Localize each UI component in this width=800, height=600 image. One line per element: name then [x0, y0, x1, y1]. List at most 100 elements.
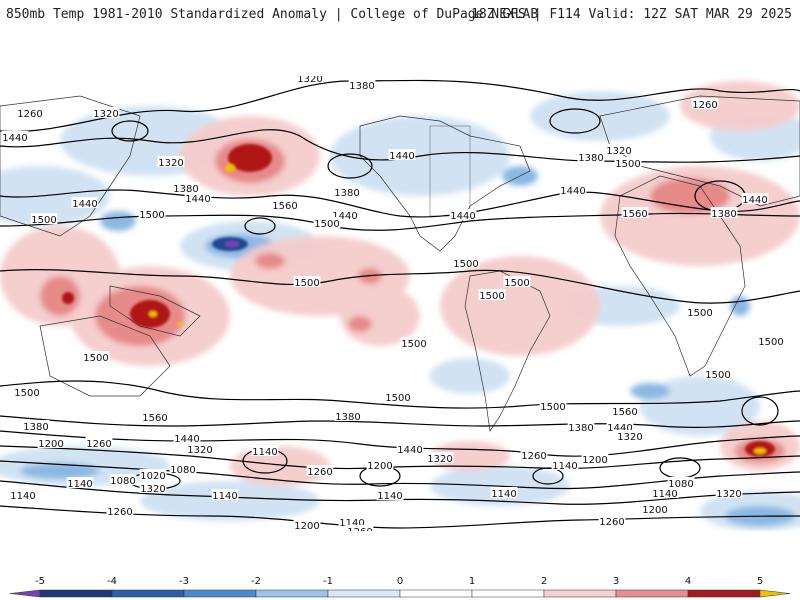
colorbar-tick-label: 4 [685, 576, 691, 587]
contour-label: 1380 [334, 188, 359, 199]
contour-label: 1020 [140, 471, 165, 482]
contour-label: 1140 [552, 461, 577, 472]
contour-label: 1200 [367, 461, 392, 472]
contour-label-bg [478, 289, 506, 300]
colorbar-tick-label: 2 [541, 576, 547, 587]
contour-label-bg [715, 487, 743, 498]
colorbar-segment [471, 589, 545, 598]
colorbar-tick-label: -2 [251, 576, 261, 587]
contour-label: 1320 [297, 76, 322, 85]
australia-outline [39, 315, 171, 397]
contour-label-bg [490, 487, 518, 498]
contour-label: 1380 [173, 184, 198, 195]
colorbar-ticks: -5 -4 -3 -2 -1 0 1 2 3 4 5 [35, 576, 763, 587]
contour-label: 1380 [23, 422, 48, 433]
contour-label-bg [85, 437, 113, 448]
colorbar-segment [543, 589, 617, 598]
contour-label: 1440 [607, 423, 632, 434]
colorbar-tick-label: -4 [107, 576, 117, 587]
contour-label-bg [22, 420, 50, 431]
contour-label-bg [82, 351, 110, 362]
contour-label-bg [400, 337, 428, 348]
contour-label-bg [641, 503, 669, 514]
contour-label: 1320 [93, 109, 118, 120]
contour-label-bg [92, 107, 120, 118]
contour-label-bg [1, 131, 29, 142]
contour-label: 1260 [17, 109, 42, 120]
contour-label-bg [271, 199, 299, 210]
contour-label: 1500 [758, 337, 783, 348]
contour-label: 1200 [582, 455, 607, 466]
contour-label: 1320 [617, 432, 642, 443]
map-title: 850mb Temp 1981-2010 Standardized Anomal… [6, 7, 539, 22]
contour-label-bg [37, 437, 65, 448]
colorbar-segment [327, 589, 401, 598]
contour-label: 1200 [294, 521, 319, 531]
contour-label: 1560 [612, 407, 637, 418]
contour-label: 1560 [272, 201, 297, 212]
contour-label-bg [186, 443, 214, 454]
contour-label: 1440 [332, 211, 357, 222]
contour-label-bg [13, 386, 41, 397]
colorbar-tick-label: -1 [323, 576, 333, 587]
contour-label: 1500 [479, 291, 504, 302]
eurasia-outline [599, 95, 800, 207]
contour-label: 1500 [385, 393, 410, 404]
contour-label-bg [184, 192, 212, 203]
contour-label: 1140 [491, 489, 516, 500]
contour-label-bg [598, 515, 626, 526]
contour-label-bg [667, 477, 695, 488]
contour-label: 1500 [294, 278, 319, 289]
contour-label-bg [109, 474, 137, 485]
contour-label: 1500 [401, 339, 426, 350]
contour-label: 1200 [642, 505, 667, 516]
header-bar: 850mb Temp 1981-2010 Standardized Anomal… [0, 0, 800, 30]
contour-label-bg [691, 98, 719, 109]
contour-label: 1440 [185, 194, 210, 205]
contour-label-bg [306, 465, 334, 476]
contour-label-bg [621, 207, 649, 218]
contour-label: 1440 [397, 445, 422, 456]
colorbar-swatches [9, 589, 791, 598]
contour-label: 1320 [187, 445, 212, 456]
contour-label: 1380 [335, 412, 360, 423]
contour-label: 1080 [170, 465, 195, 476]
contour-label-bg [384, 391, 412, 402]
contour-label-bg [71, 197, 99, 208]
contour-label: 1260 [599, 517, 624, 528]
contour-label: 1140 [339, 518, 364, 529]
contour-label-bg [426, 452, 454, 463]
contour-label: 1080 [668, 479, 693, 490]
contour-label: 1380 [568, 423, 593, 434]
contour-label-bg [376, 489, 404, 500]
contour-label: 1260 [692, 100, 717, 111]
contour-label-bg [172, 182, 200, 193]
contour-label: 1500 [83, 353, 108, 364]
contour-label-bg [139, 482, 167, 493]
contour-label-bg [388, 149, 416, 160]
contour-label-bg [313, 217, 341, 228]
contour-label-bg [169, 463, 197, 474]
colorbar-segment [39, 589, 113, 598]
contour-label-bg [539, 400, 567, 411]
contour-label-bg [30, 213, 58, 224]
colorbar-tick-label: -3 [179, 576, 189, 587]
south-america-outline [464, 270, 551, 432]
colorbar-max-arrow [759, 589, 791, 598]
colorbar-segment [687, 589, 761, 598]
contour-label-bg [331, 209, 359, 220]
colorbar-segment [183, 589, 257, 598]
height-contours [0, 79, 800, 529]
asia-outline [0, 95, 141, 237]
contour-label-bg [611, 405, 639, 416]
colorbar: -5 -4 -3 -2 -1 0 1 2 3 4 5 [9, 576, 791, 598]
anomaly-core-layer [62, 144, 775, 457]
contour-label: 1440 [742, 195, 767, 206]
contour-label-bg [551, 459, 579, 470]
contour-label: 1140 [252, 447, 277, 458]
contour-label-bg [66, 477, 94, 488]
contour-label: 1140 [212, 491, 237, 502]
contour-label-bg [251, 445, 279, 456]
contour-label-bg [338, 516, 366, 527]
